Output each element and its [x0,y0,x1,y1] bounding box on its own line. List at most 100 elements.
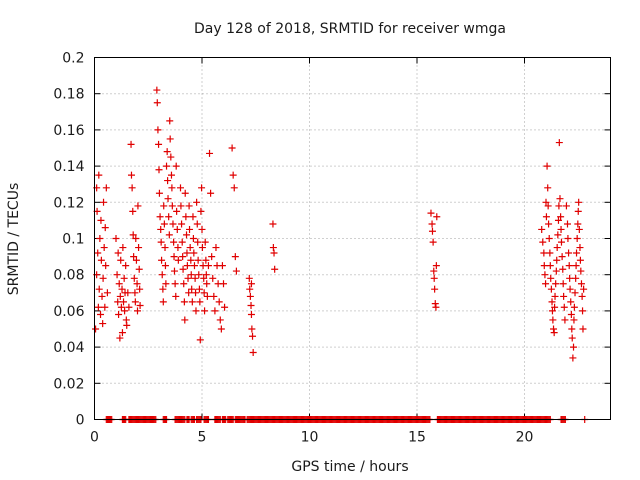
data-point [560,292,568,300]
data-point [431,285,439,293]
data-point [565,262,573,270]
data-point [190,249,198,257]
data-point [94,249,102,257]
data-point [183,262,191,270]
data-point [248,325,256,333]
data-point [124,289,132,297]
data-point [97,216,105,224]
data-point [575,225,583,233]
data-point [197,207,205,215]
y-tick-label: 0.1 [62,232,84,248]
data-point [541,271,549,279]
data-point [433,213,441,221]
x-tick-label: 0 [90,430,99,446]
data-point [181,316,189,324]
data-point [167,153,175,161]
data-point [123,321,131,329]
data-point [131,298,139,306]
data-point [578,292,586,300]
data-point [116,292,124,300]
data-point [558,253,566,261]
data-point [571,289,579,297]
y-tick-label: 0.04 [53,340,84,356]
data-point [164,195,172,203]
data-point [200,289,208,297]
data-point [160,202,168,210]
data-point [269,220,277,228]
data-point [245,274,253,282]
data-point [187,271,195,279]
data-point [565,249,573,257]
data-point [172,292,180,300]
data-point [97,256,105,264]
data-point [196,298,204,306]
data-point [576,256,584,264]
data-point [182,213,190,221]
data-point [155,189,163,197]
data-point [202,271,210,279]
data-point [555,202,563,210]
data-point [169,220,177,228]
data-point [579,325,587,333]
data-point [117,303,125,311]
data-point [127,171,135,179]
data-point [570,343,578,351]
data-points [92,86,589,423]
data-point [157,238,165,246]
data-point [155,140,163,148]
data-point [170,238,178,246]
data-point [164,177,172,185]
data-point [168,202,176,210]
data-point [200,274,208,282]
data-point [547,274,555,282]
data-point [230,184,238,192]
data-point [247,301,255,309]
data-point [192,307,200,315]
data-point [231,253,239,261]
data-point [158,256,166,264]
data-point [185,289,193,297]
data-point [115,280,123,288]
data-point [271,265,279,273]
data-point [188,285,196,293]
data-point [100,244,108,252]
data-point [546,262,554,270]
data-point [221,303,229,311]
data-point [544,202,552,210]
data-point [171,280,179,288]
data-point [540,249,548,257]
data-point [559,265,567,273]
y-tick-label: 0.18 [53,87,84,103]
data-point [179,253,187,261]
data-point [170,267,178,275]
data-point [177,202,185,210]
data-point [567,311,575,319]
data-point [215,298,223,306]
data-point [153,86,161,94]
data-point [127,140,135,148]
data-point [100,198,108,206]
data-point [553,244,561,252]
data-point [553,256,561,264]
data-point [204,262,212,270]
data-point [194,238,202,246]
data-point [431,300,439,308]
data-point [174,244,182,252]
data-point [247,280,255,288]
y-tick-label: 0.08 [53,268,84,284]
data-point [166,117,174,125]
data-point [128,184,136,192]
data-point [540,262,548,270]
data-point [160,220,168,228]
data-point [163,148,171,156]
data-point [136,301,144,309]
data-point [206,149,214,157]
data-point [178,238,186,246]
data-point [567,298,575,306]
x-tick-label: 5 [198,430,207,446]
data-point [174,256,182,264]
data-point [119,244,127,252]
data-point [554,216,562,224]
data-point [172,162,180,170]
data-point [189,213,197,221]
